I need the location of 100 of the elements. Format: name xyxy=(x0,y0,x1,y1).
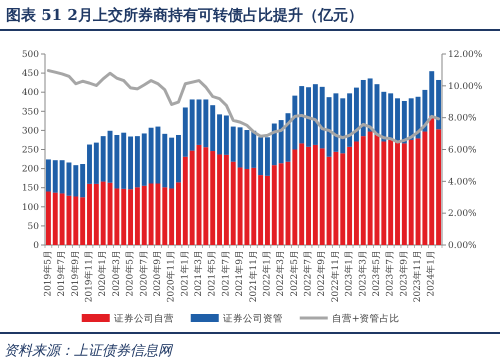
bar xyxy=(395,98,400,142)
y-tick-label: 400 xyxy=(22,88,40,98)
bar xyxy=(436,129,442,245)
bar xyxy=(217,114,222,154)
bar xyxy=(230,126,236,162)
bar xyxy=(320,148,325,245)
bar xyxy=(374,84,380,135)
bar xyxy=(155,184,160,245)
bar xyxy=(66,196,72,245)
y-tick-label: 100 xyxy=(22,202,40,213)
y-tick-label: 150 xyxy=(22,184,40,194)
x-tick-label: 2023年7月 xyxy=(384,250,396,297)
bar xyxy=(46,192,51,245)
y2-tick-label: 10.00% xyxy=(448,82,483,92)
bar xyxy=(230,162,236,245)
bar xyxy=(142,186,147,245)
bar xyxy=(128,189,134,245)
bar xyxy=(326,156,332,245)
bar xyxy=(340,153,346,245)
y2-tick-label: 12.00% xyxy=(448,50,483,60)
bar xyxy=(264,137,270,176)
x-tick-label: 2019年11月 xyxy=(83,250,94,302)
x-tick-label: 2021年11月 xyxy=(248,250,259,302)
x-tick-label: 2022年5月 xyxy=(288,250,300,297)
x-tick-label: 2019年5月 xyxy=(42,250,54,297)
bar xyxy=(251,168,256,245)
x-tick-label: 2023年5月 xyxy=(370,250,382,297)
bar xyxy=(128,136,134,190)
bar xyxy=(238,167,243,245)
x-tick-label: 2022年7月 xyxy=(302,250,314,297)
bar xyxy=(60,193,65,245)
bar xyxy=(224,116,229,155)
bar xyxy=(429,71,434,116)
title: 图表 51 2月上交所券商持有可转债占比提升（亿元） xyxy=(6,6,363,24)
bar xyxy=(422,132,428,245)
bar xyxy=(121,132,126,189)
bar xyxy=(162,187,168,245)
y-tick-label: 0 xyxy=(33,241,40,251)
bar xyxy=(60,160,65,194)
bar xyxy=(46,159,51,192)
bar xyxy=(333,152,338,245)
bar xyxy=(155,126,160,184)
bar xyxy=(347,146,352,245)
bar xyxy=(52,192,58,245)
x-tick-label: 2023年3月 xyxy=(357,250,368,297)
y-tick-label: 450 xyxy=(22,69,40,80)
bar xyxy=(162,134,168,188)
bar xyxy=(244,130,250,169)
bar xyxy=(368,78,373,132)
x-tick-label: 2019年9月 xyxy=(70,250,81,297)
bar xyxy=(224,154,229,245)
y-tick-label: 350 xyxy=(22,107,40,118)
y-tick-label: 250 xyxy=(22,146,40,156)
x-tick-label: 2022年11月 xyxy=(330,250,341,302)
bar xyxy=(416,96,421,138)
bar xyxy=(326,97,332,157)
y2-tick-label: 8.00% xyxy=(448,114,478,124)
bar xyxy=(114,188,120,245)
x-tick-label: 2022年1月 xyxy=(261,250,272,297)
bar xyxy=(142,133,147,186)
bar xyxy=(333,93,338,152)
bar xyxy=(169,138,174,188)
bar xyxy=(148,128,154,184)
x-tick-label: 2019年7月 xyxy=(56,250,68,297)
x-tick-label: 2021年7月 xyxy=(220,250,232,297)
x-tick-label: 2020年9月 xyxy=(152,250,163,297)
y-tick-label: 200 xyxy=(22,164,40,175)
y2-tick-label: 2.00% xyxy=(448,209,478,220)
bar xyxy=(196,144,202,245)
bar xyxy=(360,136,366,245)
bar xyxy=(169,188,174,245)
legend-label: 证券公司自营 xyxy=(114,312,174,324)
x-tick-label: 2022年9月 xyxy=(316,250,328,297)
bar xyxy=(196,99,202,145)
legend-label: 证券公司资管 xyxy=(222,312,283,324)
text: 资料来源：上证债券信息网 xyxy=(4,343,174,359)
bar xyxy=(66,162,72,196)
bar xyxy=(217,154,222,245)
bar xyxy=(176,182,181,245)
bar xyxy=(354,141,359,245)
x-tick-label: 2022年3月 xyxy=(275,250,286,297)
x-tick-label: 2021年9月 xyxy=(234,250,246,297)
x-tick-label: 2020年3月 xyxy=(110,250,122,297)
bar xyxy=(264,176,270,245)
y-tick-label: 500 xyxy=(22,50,40,60)
bar xyxy=(347,93,352,147)
y2-tick-label: 0.00% xyxy=(448,241,478,251)
x-tick-label: 2021年1月 xyxy=(179,250,190,297)
bar xyxy=(134,187,140,245)
bar xyxy=(306,87,311,147)
y-tick-label: 50 xyxy=(28,222,40,232)
bar xyxy=(306,146,311,245)
bar xyxy=(368,132,373,245)
bar xyxy=(312,144,318,245)
bar xyxy=(121,188,126,245)
bar xyxy=(374,134,380,245)
bar xyxy=(436,80,442,130)
x-tick-label: 2023年11月 xyxy=(412,250,424,302)
bar xyxy=(286,162,290,245)
bar xyxy=(87,144,92,184)
